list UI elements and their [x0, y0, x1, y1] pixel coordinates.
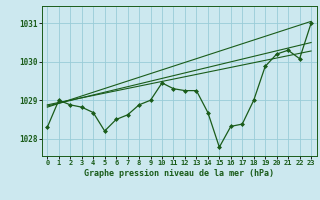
X-axis label: Graphe pression niveau de la mer (hPa): Graphe pression niveau de la mer (hPa) [84, 169, 274, 178]
